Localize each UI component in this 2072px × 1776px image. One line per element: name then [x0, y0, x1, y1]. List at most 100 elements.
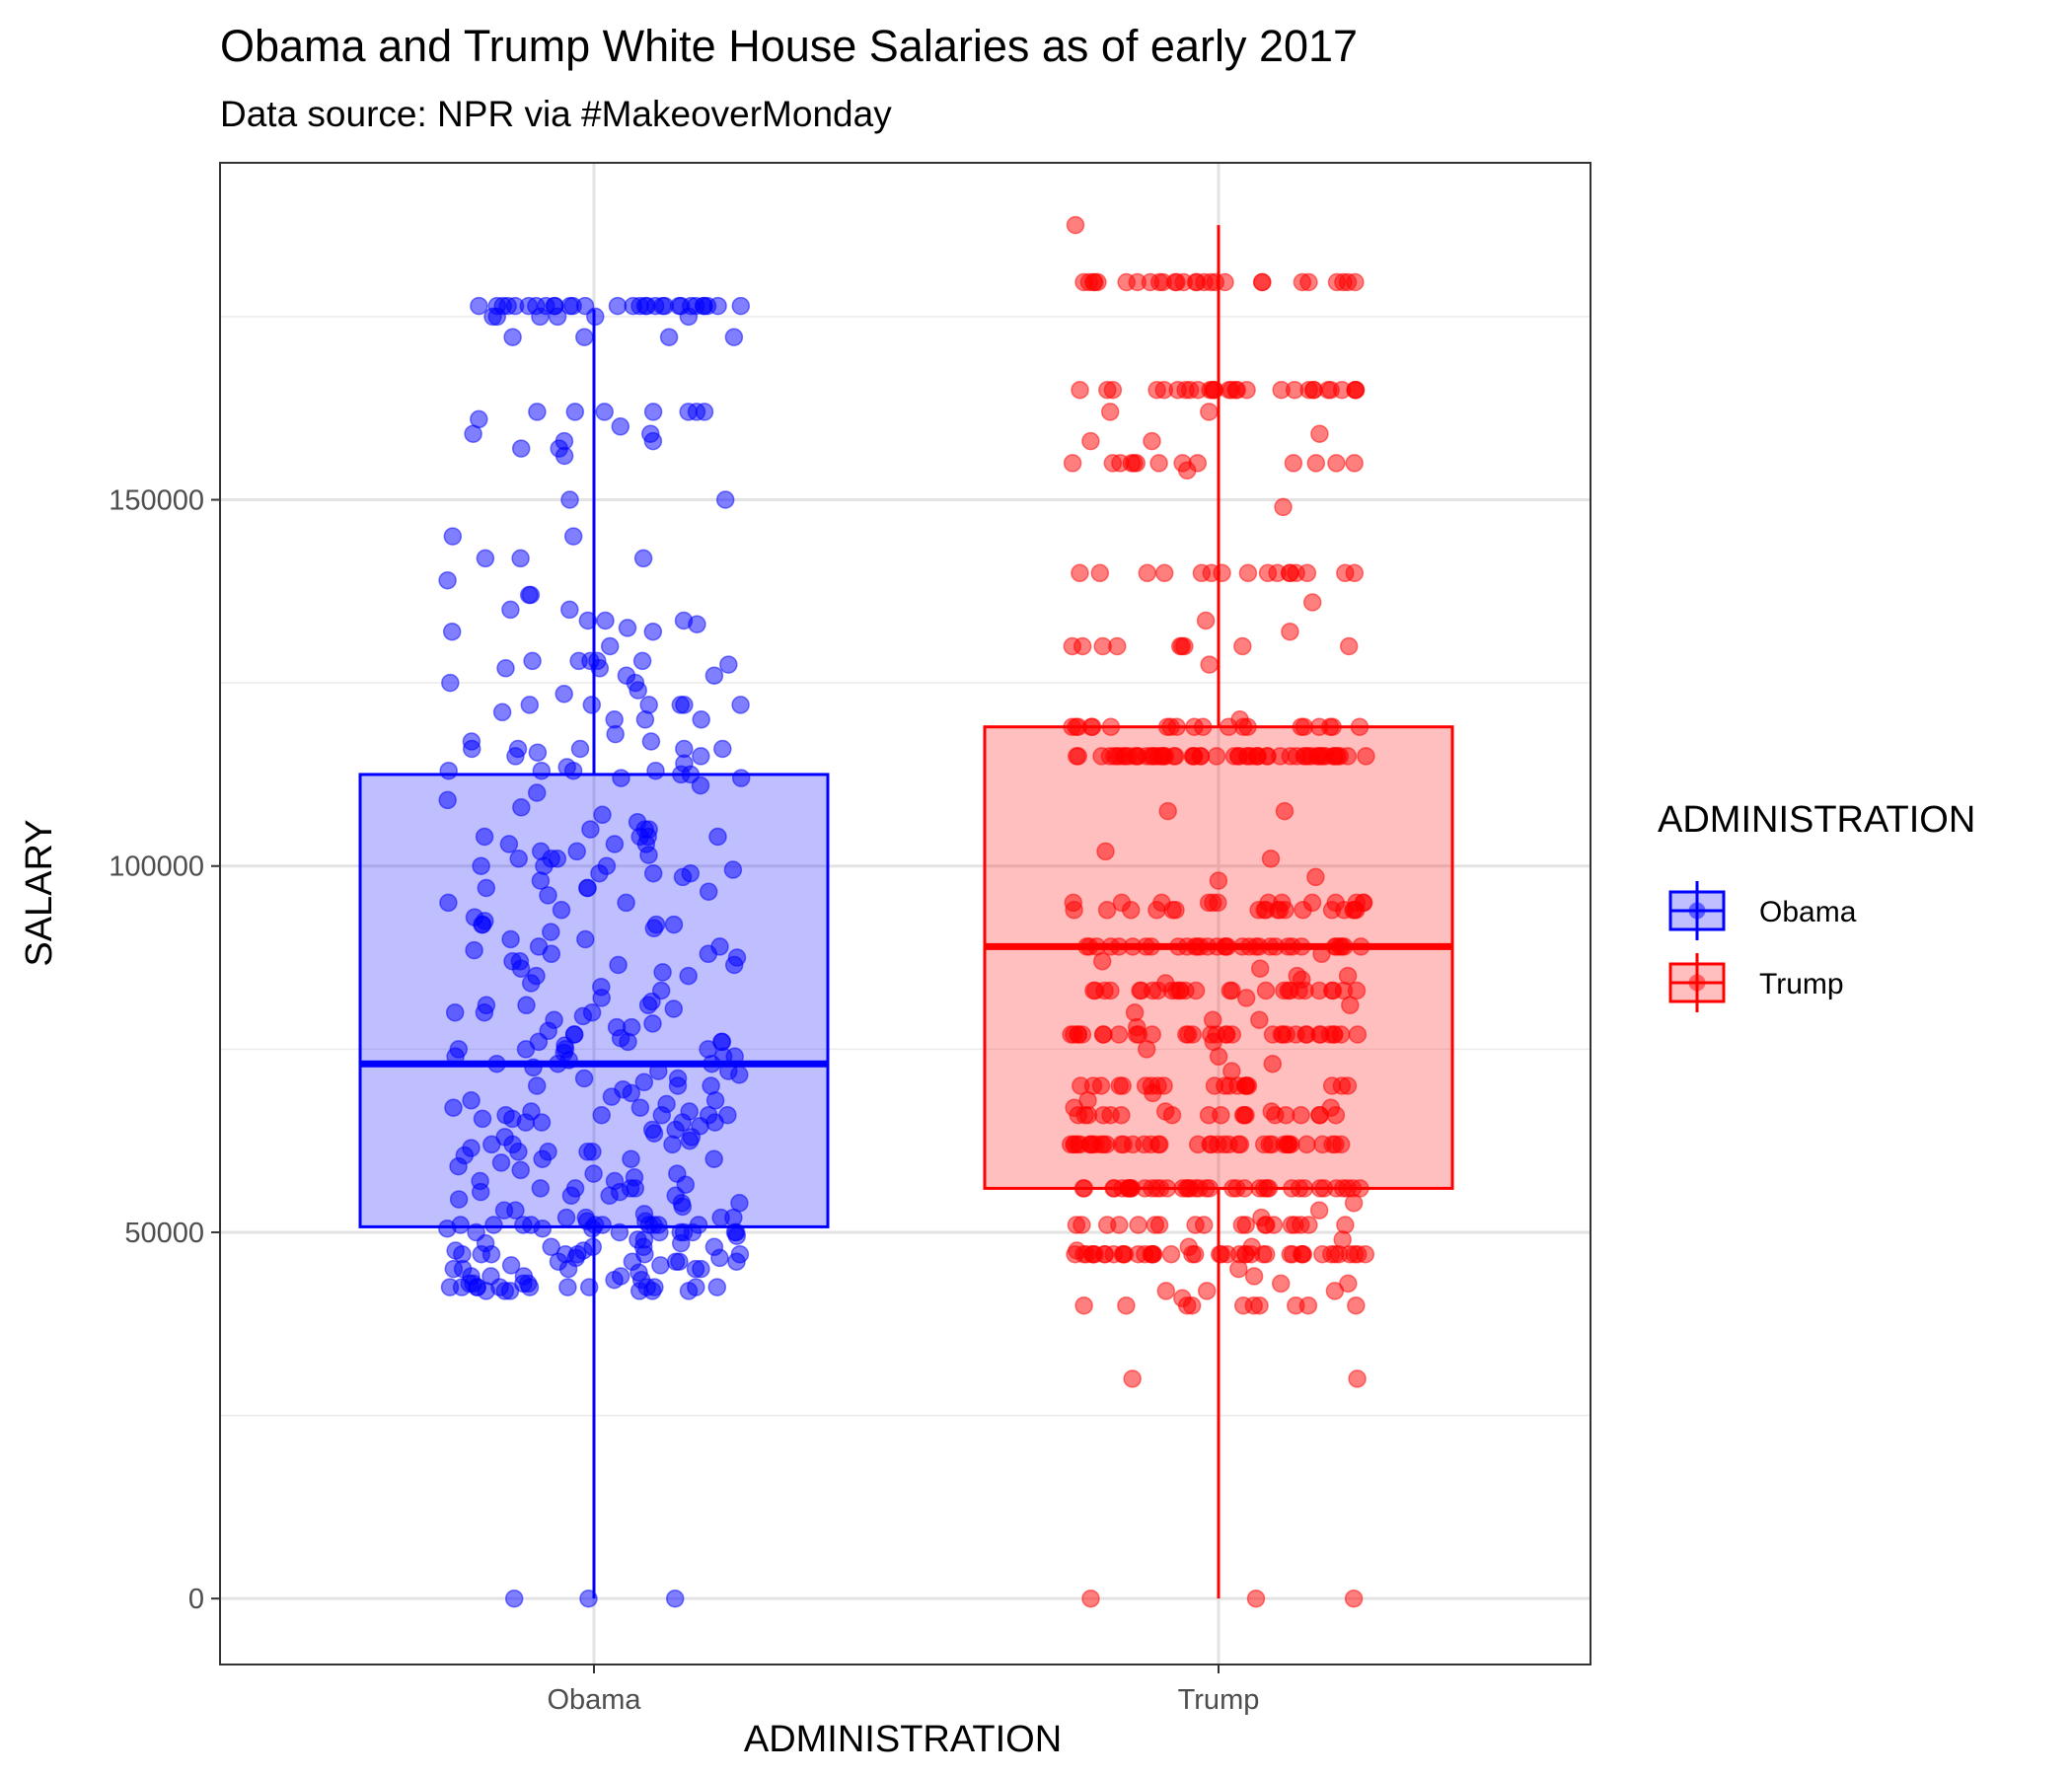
data-point	[724, 955, 744, 975]
data-point	[1179, 1025, 1198, 1044]
data-point	[606, 724, 625, 744]
data-point	[663, 1135, 682, 1154]
data-point	[1297, 563, 1317, 583]
data-point	[730, 1066, 749, 1084]
data-point	[549, 1054, 567, 1073]
data-point	[503, 328, 522, 346]
data-point	[516, 1040, 536, 1059]
data-point	[1209, 871, 1228, 890]
data-point	[659, 328, 679, 346]
y-tick-label: 50000	[124, 1218, 204, 1249]
points-trump	[1061, 215, 1375, 1608]
y-axis-title: SALARY	[19, 819, 60, 966]
data-point	[1127, 1025, 1147, 1044]
data-point	[438, 790, 457, 810]
data-point	[634, 1073, 654, 1092]
data-point	[563, 296, 582, 316]
data-point	[1238, 563, 1258, 583]
data-point	[542, 1237, 560, 1257]
data-point	[501, 600, 520, 620]
data-point	[629, 681, 647, 700]
data-point	[630, 1098, 650, 1117]
data-point	[475, 1002, 494, 1022]
data-point	[671, 1233, 691, 1253]
data-point	[1341, 996, 1360, 1015]
data-point	[1112, 1135, 1131, 1154]
data-point	[727, 1252, 746, 1271]
data-point	[535, 856, 554, 875]
data-point	[643, 403, 663, 421]
data-point	[1348, 1369, 1367, 1388]
data-point	[1183, 747, 1203, 766]
data-point	[583, 1143, 602, 1161]
data-point	[1200, 655, 1219, 674]
data-point	[731, 696, 750, 714]
data-point	[1216, 1076, 1234, 1095]
data-point	[1202, 1135, 1221, 1154]
data-point	[1249, 901, 1268, 920]
data-point	[1077, 937, 1096, 956]
data-point	[1122, 454, 1142, 473]
data-point	[1209, 1047, 1228, 1067]
data-point	[1262, 1135, 1282, 1154]
data-point	[1294, 1244, 1313, 1264]
data-point	[576, 929, 595, 949]
data-point	[692, 710, 710, 729]
data-point	[612, 769, 630, 787]
data-point	[1336, 1216, 1355, 1234]
data-point	[439, 893, 458, 913]
data-point	[1236, 989, 1256, 1007]
data-point	[1173, 1179, 1192, 1198]
data-point	[1143, 981, 1162, 1000]
data-point	[512, 798, 531, 817]
data-point	[1071, 563, 1089, 583]
data-point	[444, 1098, 463, 1117]
data-point	[1322, 901, 1342, 920]
data-point	[1144, 1244, 1163, 1264]
data-point	[1287, 747, 1306, 766]
data-point	[1081, 431, 1100, 451]
data-point	[653, 296, 672, 316]
data-point	[704, 666, 724, 685]
data-point	[1347, 1295, 1366, 1315]
data-point	[1192, 563, 1212, 583]
data-point	[584, 1164, 603, 1183]
data-point	[438, 1219, 457, 1238]
data-point	[641, 732, 661, 751]
data-point	[1346, 380, 1365, 400]
legend-title: ADMINISTRATION	[1658, 799, 1975, 841]
data-point	[1186, 981, 1206, 1000]
data-point	[439, 761, 458, 780]
data-point	[1186, 1216, 1205, 1234]
data-point	[592, 1105, 611, 1125]
data-point	[1105, 1179, 1124, 1198]
data-point	[1279, 1135, 1298, 1154]
data-point	[1338, 747, 1358, 766]
data-point	[471, 1182, 490, 1202]
data-point	[1092, 952, 1112, 971]
data-point	[1261, 850, 1281, 868]
data-point	[608, 296, 628, 316]
data-point	[558, 1259, 578, 1279]
data-point	[1244, 1267, 1264, 1286]
data-point	[1271, 747, 1290, 766]
data-point	[731, 296, 751, 316]
data-point	[602, 1087, 622, 1106]
data-point	[494, 1201, 514, 1220]
data-point	[1177, 1295, 1197, 1315]
data-point	[1237, 747, 1257, 766]
data-point	[600, 1186, 619, 1206]
data-point	[1213, 563, 1231, 583]
data-point	[673, 1197, 693, 1217]
data-point	[1129, 1216, 1147, 1234]
data-point	[1138, 563, 1157, 583]
data-point	[1246, 1589, 1266, 1608]
data-point	[531, 1179, 551, 1198]
data-point	[1233, 636, 1252, 656]
data-point	[555, 685, 573, 703]
data-point	[1142, 937, 1161, 956]
data-point	[442, 622, 462, 641]
data-point	[1233, 1295, 1253, 1315]
data-point	[1294, 901, 1312, 920]
data-point	[710, 1248, 729, 1268]
